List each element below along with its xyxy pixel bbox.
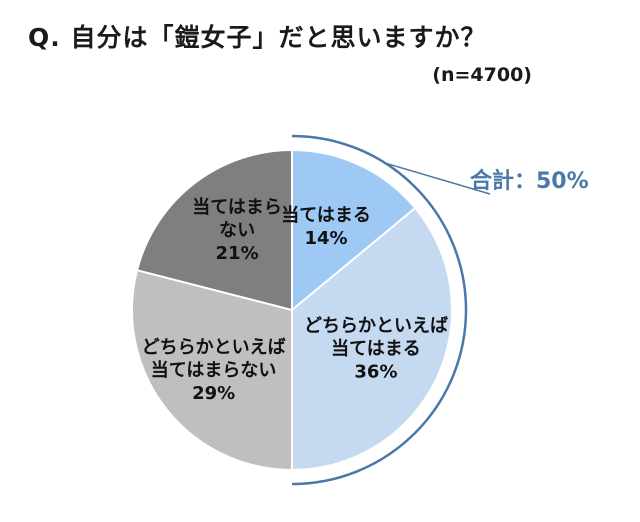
slice-2-label: 当てはまる [331,338,421,360]
slice-3-label: どちらかといえば [142,337,286,358]
slice-1-label: 当てはまる [281,204,371,226]
pie-slice-4 [135,148,293,312]
pie-slice-1 [291,148,417,313]
pie-slices [131,148,453,472]
pie-slice-3 [131,268,293,472]
slice-2-label: どちらかといえば [304,315,448,336]
slice-4-label: 当てはまら [192,196,282,218]
total-bracket-arc [291,134,468,486]
chart-title: Q. 自分は「鎧女子」だと思いますか？ [28,23,487,52]
slice-1-value-label: 14% [305,228,348,249]
slice-4-label: ない [219,220,255,241]
slice-4-value-label: 21% [216,243,259,264]
slice-3-value-label: 29% [192,383,235,404]
slice-2-value-label: 36% [354,362,397,383]
pie-slice-2 [291,206,453,472]
sample-size-label: (n=4700) [432,64,532,86]
slice-3-label: 当てはまらない [151,359,277,381]
total-annotation: 合計：50% [470,168,589,194]
slice-labels: 当てはまる14%どちらかといえば当てはまる36%どちらかといえば当てはまらない2… [142,196,448,404]
total-leader-line [385,162,491,195]
